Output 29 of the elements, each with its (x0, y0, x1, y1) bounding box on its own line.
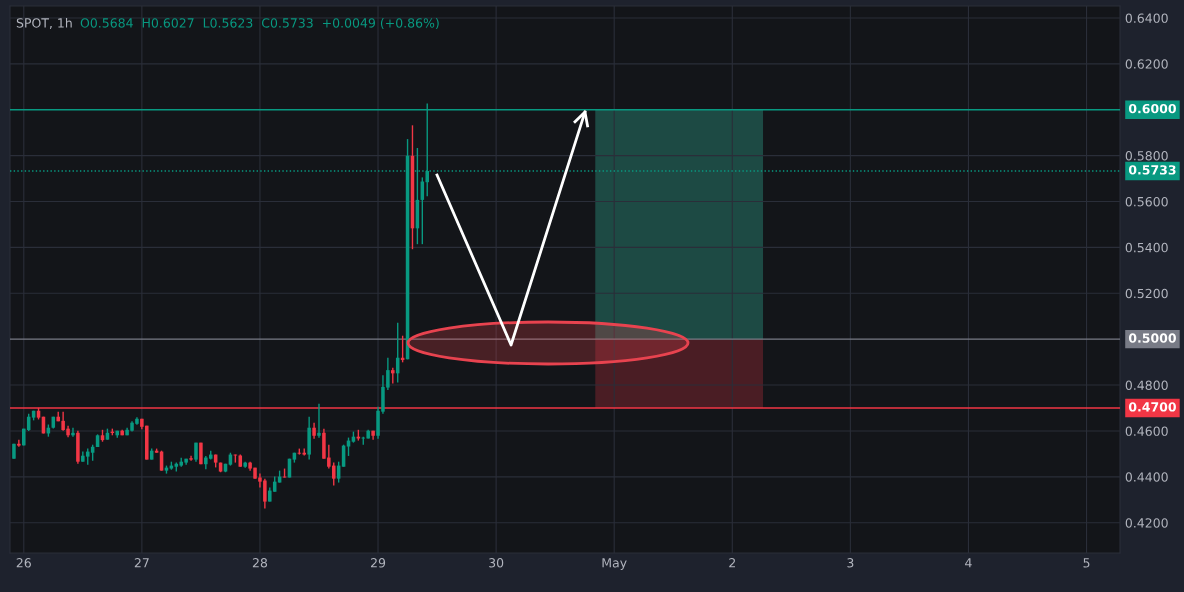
x-tick-label: 28 (252, 558, 268, 568)
candlestick (317, 403, 321, 439)
y-tick-label: 0.4400 (1125, 472, 1168, 482)
ref-line-label: 0.6000 (1128, 103, 1176, 114)
y-tick-label: 0.6400 (1125, 13, 1168, 23)
candlestick (17, 438, 21, 448)
x-tick-label: 4 (965, 558, 972, 568)
ref-line-label: 0.4700 (1128, 402, 1176, 412)
ref-line-label: 0.5000 (1128, 333, 1176, 343)
text: O0.5684 H0.6027 L0.5623 C0.5733 +0.0049 (+0.86%) (80, 17, 439, 30)
y-tick-label: 0.6200 (1125, 59, 1168, 69)
ref-line-label: 0.5733 (1128, 165, 1176, 175)
y-tick-label: 0.5200 (1125, 288, 1168, 299)
x-tick-label: 2 (729, 558, 736, 568)
x-tick-label: 26 (16, 558, 31, 568)
x-tick-label: 29 (370, 558, 386, 568)
x-tick-label: 27 (134, 558, 149, 568)
y-tick-label: 0.5400 (1125, 242, 1168, 253)
x-tick-label: 30 (489, 558, 504, 568)
y-tick-label: 0.5800 (1125, 151, 1168, 161)
y-tick-label: 0.4200 (1125, 518, 1168, 528)
y-tick-label: 0.5600 (1125, 196, 1168, 207)
y-tick-label: 0.4800 (1125, 380, 1168, 390)
x-tick-label: 5 (1083, 558, 1090, 568)
x-tick-label: 3 (847, 558, 854, 568)
candlestick (331, 461, 336, 487)
y-tick-label: 0.4600 (1125, 426, 1168, 436)
text: SPOT, 1h (16, 17, 72, 29)
x-tick-label: May (602, 558, 627, 570)
